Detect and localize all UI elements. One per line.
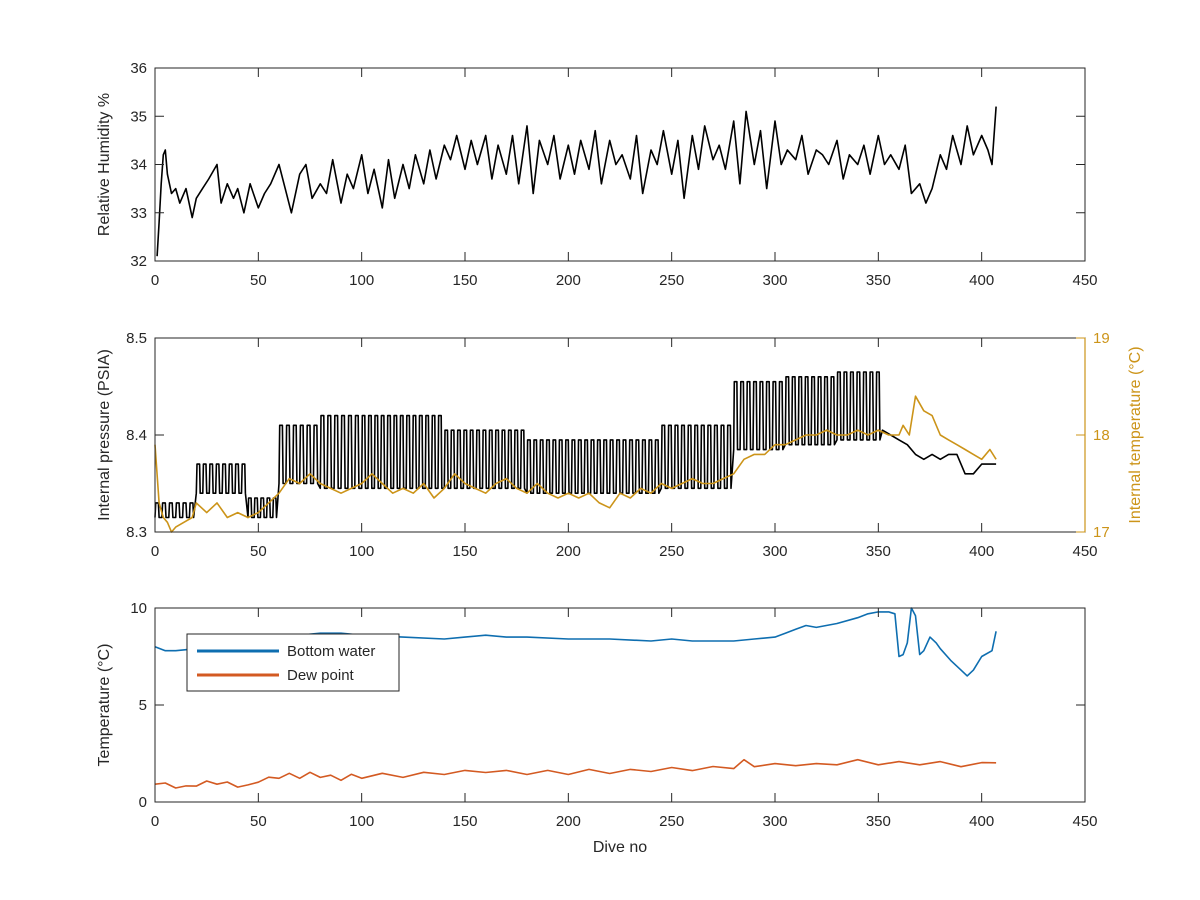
humidity-x-axis: 0 50 100 150 200 250 300 350 400 450 [151, 68, 1098, 289]
x-tick-label: 100 [349, 813, 374, 830]
x-tick-label: 150 [452, 272, 477, 289]
pressure-plot-area [154, 371, 997, 533]
humidity-plot-area [156, 106, 997, 257]
x-tick-label: 400 [969, 272, 994, 289]
x-tick-label: 450 [1072, 543, 1097, 560]
x-tick-label: 250 [659, 272, 684, 289]
humidity-panel: 0 50 100 150 200 250 300 350 400 450 32 33 34 35 36 R… [96, 60, 1098, 289]
y-tick-label: 8.3 [126, 524, 147, 541]
temperature-legend: Bottom water Dew point [186, 633, 400, 692]
temperature-x-axis-label: Dive no [593, 839, 647, 856]
x-tick-label: 250 [659, 543, 684, 560]
x-tick-label: 200 [556, 272, 581, 289]
pressure-y-axis-label: Internal pressure (PSIA) [96, 349, 113, 521]
y-tick-label: 8.5 [126, 330, 147, 347]
x-tick-label: 100 [349, 272, 374, 289]
series-line-dew-point [154, 758, 997, 789]
y-tick-label: 5 [139, 697, 147, 714]
x-tick-label: 0 [151, 272, 159, 289]
pressure-panel: 0 50 100 150 200 250 300 350 400 450 8.3 8.4 8.5 17… [96, 330, 1144, 560]
x-tick-label: 300 [762, 543, 787, 560]
pressure-y-axis-right: 17 18 19 [1076, 330, 1110, 541]
humidity-y-axis: 32 33 34 35 36 [130, 60, 1085, 270]
x-tick-label: 150 [452, 813, 477, 830]
x-tick-label: 300 [762, 813, 787, 830]
temperature-panel: 0 50 100 150 200 250 300 350 400 450 0 5 10 Tempera… [96, 600, 1098, 856]
x-tick-label: 300 [762, 272, 787, 289]
x-tick-label: 350 [866, 272, 891, 289]
y-tick-label: 34 [130, 157, 147, 174]
x-tick-label: 350 [866, 543, 891, 560]
x-tick-label: 100 [349, 543, 374, 560]
legend-box [186, 633, 400, 692]
temperature-y-axis-label: Temperature (°C) [96, 644, 113, 767]
internal-temperature-y-axis-label: Internal temperature (°C) [1127, 346, 1144, 523]
x-tick-label: 200 [556, 543, 581, 560]
x-tick-label: 450 [1072, 272, 1097, 289]
series-line-pressure-0 [154, 371, 997, 519]
y-right-tick-label: 19 [1093, 330, 1110, 347]
x-tick-label: 200 [556, 813, 581, 830]
y-tick-label: 33 [130, 205, 147, 222]
x-tick-label: 0 [151, 543, 159, 560]
legend-label-bottom-water: Bottom water [287, 643, 375, 660]
y-right-tick-label: 18 [1093, 427, 1110, 444]
y-tick-label: 36 [130, 60, 147, 77]
temperature-x-axis: 0 50 100 150 200 250 300 350 400 450 [151, 608, 1098, 830]
y-tick-label: 0 [139, 794, 147, 811]
legend-label-dew-point: Dew point [287, 667, 355, 684]
x-tick-label: 0 [151, 813, 159, 830]
x-tick-label: 50 [250, 272, 267, 289]
temperature-y-axis: 0 5 10 [130, 600, 1085, 811]
x-tick-label: 400 [969, 543, 994, 560]
x-tick-label: 50 [250, 813, 267, 830]
humidity-y-axis-label: Relative Humidity % [96, 93, 113, 236]
x-tick-label: 50 [250, 543, 267, 560]
y-tick-label: 32 [130, 253, 147, 270]
x-tick-label: 400 [969, 813, 994, 830]
pressure-y-axis-left: 8.3 8.4 8.5 [126, 330, 164, 541]
pressure-x-axis: 0 50 100 150 200 250 300 350 400 450 [151, 338, 1098, 560]
x-tick-label: 250 [659, 813, 684, 830]
y-right-tick-label: 17 [1093, 524, 1110, 541]
y-tick-label: 10 [130, 600, 147, 617]
x-tick-label: 450 [1072, 813, 1097, 830]
x-tick-label: 150 [452, 543, 477, 560]
x-tick-label: 350 [866, 813, 891, 830]
y-tick-label: 35 [130, 108, 147, 125]
series-line-pressure-1 [154, 395, 997, 533]
y-tick-label: 8.4 [126, 427, 147, 444]
series-line-humidity-0 [156, 106, 997, 257]
